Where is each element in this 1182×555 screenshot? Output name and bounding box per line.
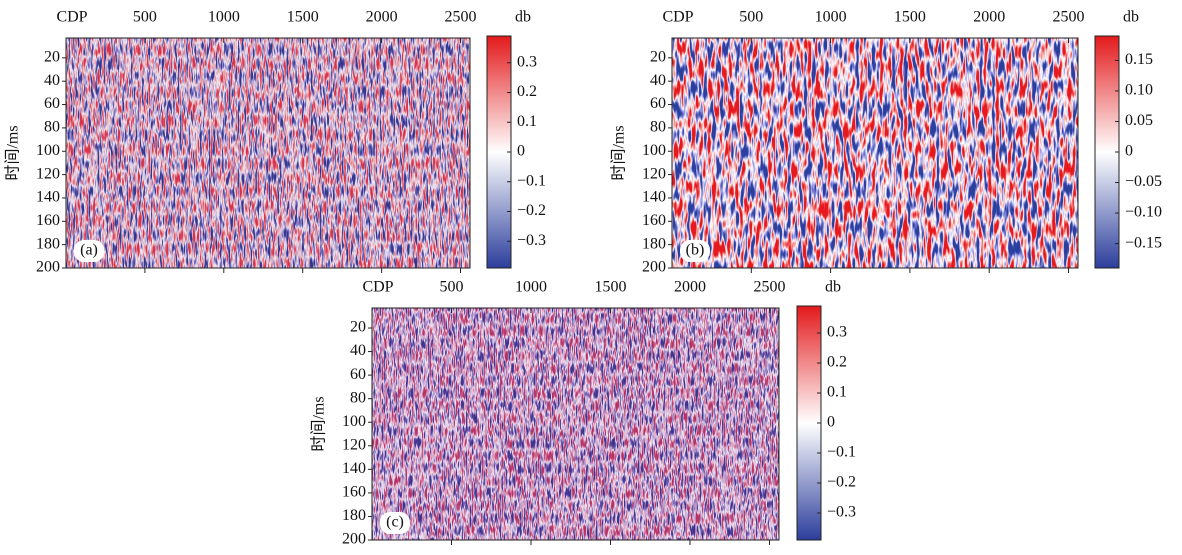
panel-label-bg [74, 240, 104, 262]
colorbar-tick-label: −0.10 [1125, 204, 1162, 221]
y-tick-label: 180 [342, 507, 366, 524]
seismic-section [372, 308, 779, 540]
y-tick-label: 40 [44, 72, 60, 89]
x-tick-label: 1000 [208, 9, 240, 26]
colorbar-tick-label: 0.1 [517, 113, 537, 130]
seismic-section [672, 38, 1078, 268]
x-tick-label: 2000 [674, 279, 706, 296]
x-tick-label: 500 [133, 9, 157, 26]
colorbar-tick-label: −0.3 [517, 232, 546, 249]
colorbar-tick-label: 0.3 [517, 53, 537, 70]
y-tick-label: 140 [342, 460, 366, 477]
y-tick-label: 120 [342, 436, 366, 453]
y-tick-label: 120 [642, 165, 666, 182]
panel-label-bg [680, 240, 710, 262]
y-tick-label: 160 [642, 212, 666, 229]
y-tick-label: 140 [642, 189, 666, 206]
x-tick-label: 2000 [366, 9, 398, 26]
y-tick-label: 100 [642, 142, 666, 159]
y-tick-label: 80 [44, 119, 60, 136]
colorbar-tick-label: 0.10 [1125, 82, 1153, 99]
colorbar-label: db [515, 9, 531, 26]
panel-label: (b) [686, 242, 705, 259]
x-tick-label: 500 [439, 279, 463, 296]
x-tick-label: 1000 [815, 9, 847, 26]
x-tick-label: 2500 [1052, 9, 1084, 26]
colorbar-tick-label: 0 [1125, 143, 1133, 160]
seismic-section [66, 38, 470, 268]
colorbar-tick-label: 0 [827, 414, 835, 431]
y-tick-label: 200 [642, 259, 666, 276]
colorbar-tick-label: −0.1 [517, 172, 546, 189]
x-tick-label: 500 [739, 9, 763, 26]
y-tick-label: 40 [350, 342, 366, 359]
colorbar-tick-label: 0.3 [827, 324, 847, 341]
y-tick-label: 200 [36, 259, 60, 276]
y-tick-label: 20 [650, 49, 666, 66]
colorbar-tick-label: 0.15 [1125, 51, 1153, 68]
y-tick-label: 160 [36, 212, 60, 229]
colorbar-tick-label: −0.3 [827, 504, 856, 521]
panel-label: (a) [80, 242, 98, 259]
y-axis-label: 时间/ms [310, 396, 328, 451]
y-tick-label: 200 [342, 531, 366, 548]
x-tick-label: 1500 [287, 9, 319, 26]
y-axis-label: 时间/ms [4, 125, 22, 180]
panel-label: (c) [386, 514, 404, 531]
y-tick-label: 120 [36, 165, 60, 182]
plot-frame [671, 37, 1079, 269]
y-tick-label: 20 [350, 319, 366, 336]
colorbar-tick-label: −0.1 [827, 444, 856, 461]
colorbar-tick-label: 0.2 [827, 354, 847, 371]
colorbar-tick-label: 0.1 [827, 384, 847, 401]
colorbar-label: db [825, 279, 841, 296]
x-axis-label: CDP [662, 9, 693, 26]
y-tick-label: 180 [642, 235, 666, 252]
y-tick-label: 80 [650, 119, 666, 136]
plot-frame [65, 37, 471, 269]
x-axis-label: CDP [56, 9, 87, 26]
colorbar-tick-label: −0.2 [517, 202, 546, 219]
colorbar-tick-label: 0.05 [1125, 112, 1153, 129]
y-tick-label: 80 [350, 389, 366, 406]
y-tick-label: 40 [650, 72, 666, 89]
x-axis-label: CDP [362, 279, 393, 296]
y-tick-label: 140 [36, 189, 60, 206]
x-tick-label: 2500 [753, 279, 785, 296]
colorbar-tick-label: 0 [517, 143, 525, 160]
x-tick-label: 2000 [973, 9, 1005, 26]
panel-label-bg [380, 512, 410, 534]
colorbar-label: db [1123, 9, 1139, 26]
colorbar-tick-label: −0.05 [1125, 173, 1162, 190]
y-axis-label: 时间/ms [610, 125, 628, 180]
y-tick-label: 160 [342, 484, 366, 501]
y-tick-label: 60 [650, 95, 666, 112]
x-tick-label: 2500 [445, 9, 477, 26]
x-tick-label: 1500 [894, 9, 926, 26]
y-tick-label: 60 [44, 95, 60, 112]
colorbar-tick-label: −0.15 [1125, 234, 1162, 251]
colorbar-tick-label: −0.2 [827, 474, 856, 491]
y-tick-label: 100 [36, 142, 60, 159]
x-tick-label: 1500 [594, 279, 626, 296]
y-tick-label: 60 [350, 366, 366, 383]
y-tick-label: 180 [36, 235, 60, 252]
colorbar-tick-label: 0.2 [517, 83, 537, 100]
y-tick-label: 20 [44, 49, 60, 66]
x-tick-label: 1000 [515, 279, 547, 296]
y-tick-label: 100 [342, 413, 366, 430]
plot-frame [371, 307, 780, 541]
